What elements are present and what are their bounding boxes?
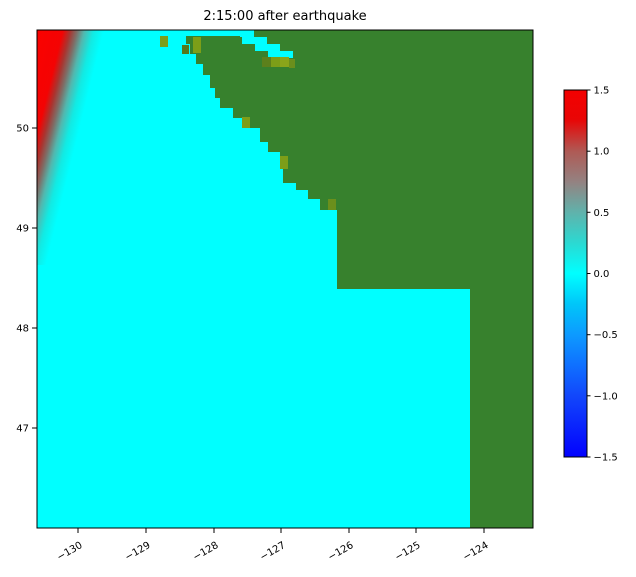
colorbar-gradient <box>564 90 587 457</box>
shoreline-cell <box>160 36 168 47</box>
tsunami-wavefront <box>37 30 157 265</box>
colorbar-tick-label: 1.0 <box>594 147 610 158</box>
shoreline-cell <box>280 156 288 169</box>
x-tick-label: −127 <box>258 540 287 563</box>
colorbar-ticks <box>587 89 591 458</box>
shoreline-cell <box>242 117 250 128</box>
x-tick-label: −130 <box>55 540 84 563</box>
y-axis-labels: 50 49 48 47 <box>16 124 29 435</box>
shoreline-cell <box>271 57 280 67</box>
colorbar-tick-label: −1.5 <box>594 453 618 464</box>
x-tick-label: −125 <box>393 540 422 563</box>
shoreline-cell <box>328 199 336 210</box>
shoreline-cell <box>280 57 289 67</box>
y-tick-label: 48 <box>16 324 29 335</box>
colorbar-labels: 1.5 1.0 0.5 0.0 −0.5 −1.0 −1.5 <box>594 86 618 464</box>
shoreline-cells <box>160 36 336 210</box>
strait-inlet <box>240 30 293 58</box>
x-axis-labels: −130 −129 −128 −127 −126 −125 −124 <box>55 540 490 563</box>
shoreline-cell <box>193 37 201 53</box>
chart-title: 2:15:00 after earthquake <box>203 9 366 24</box>
colorbar: 1.5 1.0 0.5 0.0 −0.5 −1.0 −1.5 <box>563 86 618 464</box>
colorbar-tick-label: −1.0 <box>594 391 618 402</box>
colorbar-tick-label: 0.0 <box>594 269 610 280</box>
x-tick-label: −126 <box>326 540 355 563</box>
x-tick-label: −129 <box>123 540 152 563</box>
y-axis-ticks <box>32 127 37 429</box>
shoreline-cell <box>182 45 189 54</box>
y-tick-label: 49 <box>16 224 29 235</box>
x-tick-label: −124 <box>461 540 490 563</box>
y-tick-label: 47 <box>16 424 29 435</box>
colorbar-tick-label: −0.5 <box>594 330 618 341</box>
land-region <box>186 30 533 528</box>
y-tick-label: 50 <box>16 124 29 135</box>
heatmap-plot-area <box>37 30 533 528</box>
colorbar-tick-label: 0.5 <box>594 208 610 219</box>
plot-frame <box>36 29 534 529</box>
x-axis-ticks <box>77 528 485 533</box>
shoreline-cell <box>262 57 271 67</box>
colorbar-tick-label: 1.5 <box>594 86 610 97</box>
x-tick-label: −128 <box>191 540 220 563</box>
shoreline-cell <box>289 59 295 68</box>
